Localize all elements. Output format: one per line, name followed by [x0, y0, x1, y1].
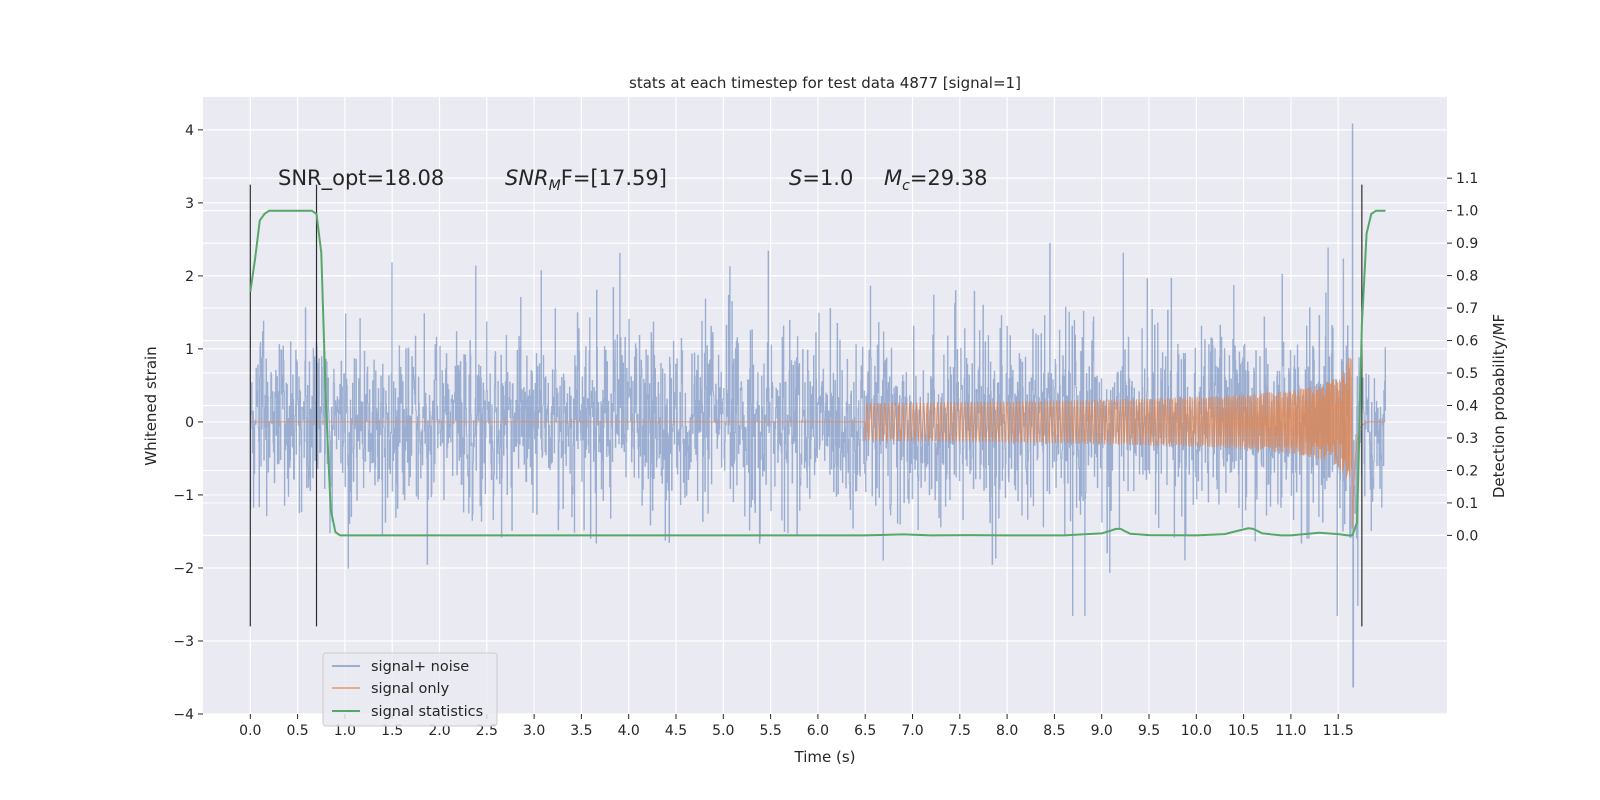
legend-box: [322, 652, 498, 727]
annotation-snr-mf: SNRMF=[17.59]: [505, 166, 667, 194]
annotation-mc: Mc=29.38: [884, 166, 988, 194]
legend: signal+ noise signal only signal statist…: [322, 652, 498, 727]
y-left-tick-label: −2: [173, 561, 194, 577]
x-tick-label: 3.5: [570, 723, 592, 739]
x-tick-label: 4.0: [618, 723, 640, 739]
y-right-tick-label: 0.1: [1456, 496, 1478, 512]
x-tick-label: 9.5: [1138, 723, 1160, 739]
annotation-s-prefix: S: [789, 166, 802, 190]
y-right-axis-ticks: 0.0 0.1 0.2 0.3 0.4 0.5 0.6 0.7 0.8 0.9 1.0 1.1: [1447, 171, 1478, 544]
y-right-tick-label: 0.0: [1456, 528, 1478, 544]
x-tick-label: 11.0: [1275, 723, 1306, 739]
x-axis-ticks: 0.0 0.5 1.0 1.5 2.0 2.5 3.0 3.5 4.0 4.5 5.0 5.5 6.0 6…: [239, 714, 1354, 739]
x-tick-label: 0.5: [286, 723, 308, 739]
series-signal-noise: [250, 123, 1386, 688]
y-left-tick-label: −3: [173, 634, 194, 650]
y-right-tick-label: 0.5: [1456, 366, 1478, 382]
x-tick-label: 10.0: [1181, 723, 1212, 739]
y-right-tick-label: 1.1: [1456, 171, 1478, 187]
vertical-markers: [249, 184, 1363, 627]
y-right-tick-label: 0.4: [1456, 399, 1478, 415]
x-tick-label: 4.5: [665, 723, 687, 739]
x-tick-label: 9.0: [1091, 723, 1113, 739]
annotation-snr-mf-sub: M: [549, 178, 561, 194]
chart-title: stats at each timestep for test data 487…: [629, 74, 1021, 92]
y-left-tick-label: −4: [173, 707, 194, 723]
x-tick-label: 6.0: [807, 723, 829, 739]
y-left-tick-label: 4: [185, 123, 194, 139]
series-signal-statistics: [249, 209, 1386, 537]
x-tick-label: 8.0: [996, 723, 1018, 739]
y-left-tick-label: 1: [185, 342, 194, 358]
y-left-tick-label: −1: [173, 488, 194, 504]
x-tick-label: 10.5: [1228, 723, 1259, 739]
legend-label-signal-statistics: signal statistics: [371, 704, 483, 720]
x-tick-label: 11.5: [1323, 723, 1354, 739]
annotation-s: S=1.0: [789, 166, 853, 190]
annotation-snr-mf-prefix: SNR: [505, 166, 549, 190]
x-tick-label: 3.0: [523, 723, 545, 739]
y-right-tick-label: 0.2: [1456, 463, 1478, 479]
x-tick-label: 1.0: [334, 723, 356, 739]
series-signal-only: [250, 357, 1386, 529]
x-tick-label: 7.5: [949, 723, 971, 739]
x-tick-label: 5.5: [759, 723, 781, 739]
y-left-tick-label: 0: [185, 415, 194, 431]
x-tick-label: 2.5: [476, 723, 498, 739]
x-tick-label: 1.5: [381, 723, 403, 739]
legend-label-signal-only: signal only: [371, 681, 450, 697]
annotation-mc-prefix: M: [884, 166, 902, 190]
x-tick-label: 8.5: [1043, 723, 1065, 739]
x-tick-label: 6.5: [854, 723, 876, 739]
x-tick-label: 5.0: [712, 723, 734, 739]
x-tick-label: 0.0: [239, 723, 261, 739]
y-right-tick-label: 0.8: [1456, 269, 1478, 285]
x-tick-label: 2.0: [428, 723, 450, 739]
y-right-tick-label: 1.0: [1456, 204, 1478, 220]
y-right-tick-label: 0.7: [1456, 301, 1478, 317]
y-left-tick-label: 3: [185, 196, 194, 212]
series-area: [249, 123, 1386, 688]
annotation-mc-sub: c: [902, 178, 910, 194]
annotation-snr-mf-rest: F=[17.59]: [561, 166, 667, 190]
legend-label-signal-noise: signal+ noise: [371, 659, 469, 675]
y-right-tick-label: 0.9: [1456, 236, 1478, 252]
x-tick-label: 7.0: [901, 723, 923, 739]
annotation-mc-rest: =29.38: [910, 166, 988, 190]
y-right-tick-label: 0.6: [1456, 334, 1478, 350]
annotation-snr-opt: SNR_opt=18.08: [278, 166, 444, 191]
x-axis-label: Time (s): [794, 748, 856, 766]
y-right-axis-label: Detection probability/MF: [1490, 314, 1508, 498]
y-right-tick-label: 0.3: [1456, 431, 1478, 447]
y-left-axis-ticks: −4 −3 −2 −1 0 1 2 3 4: [173, 123, 203, 723]
y-left-tick-label: 2: [185, 269, 194, 285]
y-left-axis-label: Whitened strain: [142, 346, 160, 465]
annotation-s-rest: =1.0: [802, 166, 853, 190]
